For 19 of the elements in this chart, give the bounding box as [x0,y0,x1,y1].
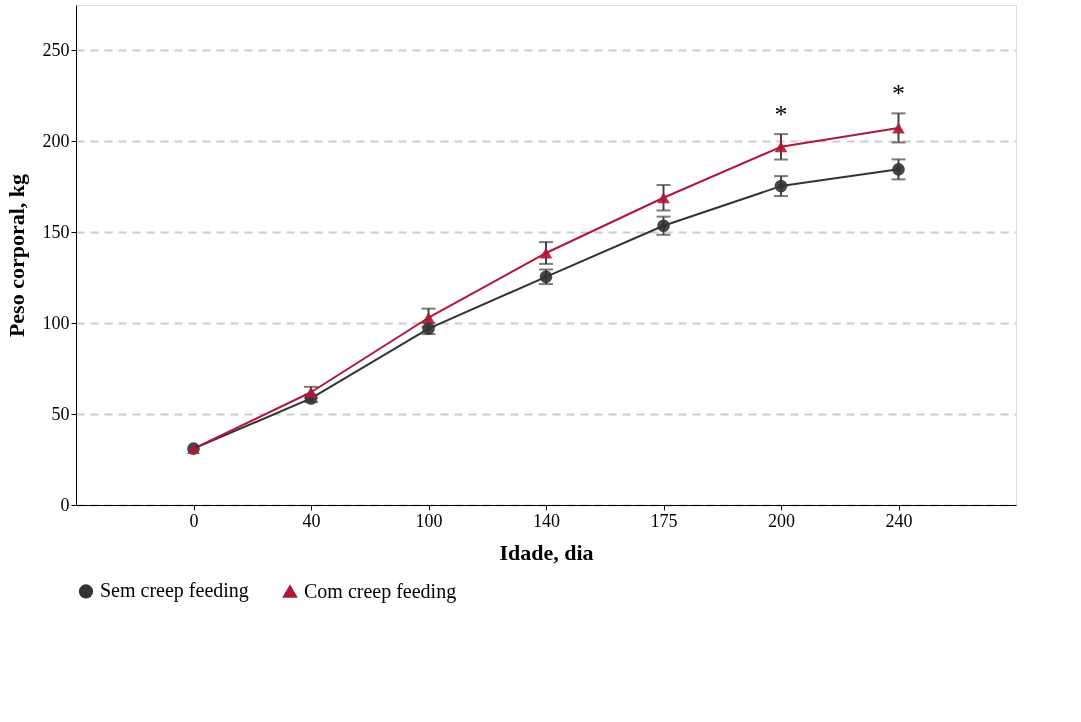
y-axis-title: Peso corporal, kg [3,173,29,338]
x-axis-title: Idade, dia [499,539,594,565]
y-tick-label: 0 [60,494,70,515]
x-tick-label: 100 [415,510,443,531]
x-tick-label: 175 [650,510,678,531]
annotation: * [774,100,788,130]
x-tick-label: 40 [302,510,321,531]
y-tick-label: 50 [51,403,70,424]
y-tick-label: 100 [42,312,70,333]
x-tick-label: 0 [189,510,199,531]
legend-label: Sem creep feeding [100,579,249,603]
x-tick-label: 240 [885,510,913,531]
x-tick-label: 140 [533,510,560,531]
y-tick-label: 250 [42,39,70,60]
y-tick-label: 200 [42,130,70,151]
legend-label: Com creep feeding [304,579,457,603]
x-tick-label: 200 [768,510,795,531]
annotation: * [892,79,905,109]
y-tick-label: 150 [42,221,70,242]
